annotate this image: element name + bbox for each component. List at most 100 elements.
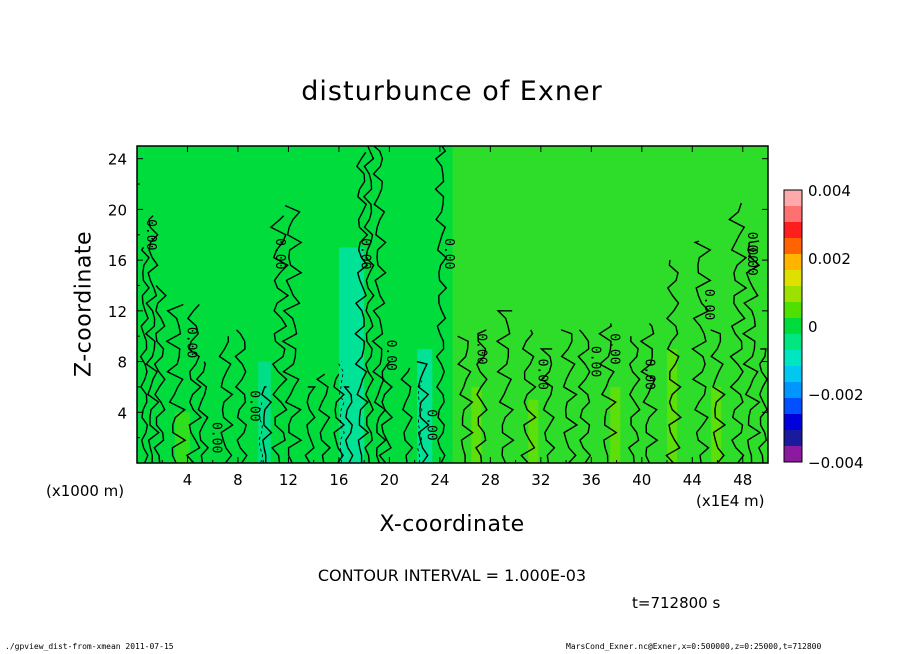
contour-line xyxy=(269,215,290,464)
x-axis-ticks: 4 8 12 16 20 24 28 32 36 40 44 48 xyxy=(161,146,752,489)
field-patch xyxy=(711,386,722,463)
colorbar-swatch xyxy=(784,190,802,207)
negative-contour-line xyxy=(417,380,423,464)
contour-label: 0.00 xyxy=(441,238,456,269)
y-tick-label: 4 xyxy=(117,404,127,422)
field-patch xyxy=(610,386,621,463)
contour-line xyxy=(281,204,303,464)
contour-line xyxy=(710,329,727,464)
colorbar-swatch xyxy=(784,350,802,367)
shaded-field xyxy=(137,146,768,463)
footer-right: MarsCond_Exner.nc@Exner,x=0:500000,z=0:2… xyxy=(566,642,822,651)
x-tick-label: 8 xyxy=(233,471,243,489)
contour-line xyxy=(144,215,160,464)
field-patch xyxy=(174,412,191,463)
contour-label: 0.00 xyxy=(247,390,262,421)
contour-line xyxy=(378,361,394,464)
contour-line xyxy=(362,145,375,464)
field-patch xyxy=(417,348,433,463)
field-patch xyxy=(528,399,539,463)
colorbar-swatch xyxy=(784,318,802,335)
colorbar-label: 0.002 xyxy=(808,250,851,268)
contour-line xyxy=(261,386,273,464)
colorbar-swatch xyxy=(784,238,802,255)
y-tick-label: 24 xyxy=(108,151,127,169)
contour-label: 0.00 xyxy=(358,238,373,269)
contour-line xyxy=(434,145,448,464)
contour-line xyxy=(354,151,370,463)
colorbar: 0.004 0.002 0 −0.002 −0.004 xyxy=(783,182,864,472)
x-tick-label: 4 xyxy=(183,471,193,489)
contour-label: 0.00 xyxy=(272,238,287,269)
colorbar-swatch xyxy=(784,270,802,287)
contour-line xyxy=(665,260,683,464)
y-tick-label: 20 xyxy=(108,201,127,219)
colorbar-swatch xyxy=(784,414,802,431)
x-tick-label: 28 xyxy=(481,471,500,489)
colorbar-swatch xyxy=(784,446,802,463)
contour-line xyxy=(757,348,768,464)
contour-line xyxy=(315,373,332,464)
contour-line xyxy=(639,323,659,464)
contour-line xyxy=(165,303,187,464)
contour-label: 0.00 xyxy=(474,333,489,364)
x-tick-label: 44 xyxy=(683,471,702,489)
x-axis-label: X-coordinate xyxy=(379,512,525,537)
contour-line xyxy=(416,360,430,464)
colorbar-swatch xyxy=(784,254,802,271)
contour-line xyxy=(495,310,515,464)
contour-label: 0.00 xyxy=(744,244,759,275)
contour-line xyxy=(520,329,537,464)
contour-line xyxy=(728,202,748,464)
contour-line xyxy=(343,386,354,464)
y-tick-label: 8 xyxy=(117,354,127,372)
contour-line xyxy=(598,323,618,464)
colorbar-label: 0.004 xyxy=(808,182,851,200)
contour-label: 0.00 xyxy=(183,327,198,358)
contour-line xyxy=(539,348,556,464)
x-tick-label: 24 xyxy=(430,471,449,489)
colorbar-swatch xyxy=(784,206,802,223)
time-label: t=712800 s xyxy=(632,594,721,612)
colorbar-label: −0.002 xyxy=(808,386,864,404)
contour-label: 0.00 xyxy=(587,346,602,377)
contour-label: 0.00 xyxy=(534,359,549,390)
x-factor-note: (x1E4 m) xyxy=(696,492,765,510)
contour-line xyxy=(741,240,762,464)
contour-line xyxy=(185,304,202,464)
contour-line xyxy=(234,329,248,464)
contour-interval-note: CONTOUR INTERVAL = 1.000E-03 xyxy=(317,566,587,585)
contour-label: 0.00 xyxy=(701,289,716,320)
contour-line xyxy=(457,335,474,463)
contour-label: 0.00 xyxy=(209,422,224,453)
contour-lines xyxy=(139,145,768,464)
contour-line xyxy=(577,329,592,464)
field-patch xyxy=(471,386,482,463)
contour-line xyxy=(139,247,150,464)
contour-line xyxy=(400,367,414,464)
contour-label: 0.00 xyxy=(383,340,398,371)
plot-frame xyxy=(136,145,769,464)
contour-line xyxy=(304,386,316,464)
contour-line xyxy=(218,336,234,464)
negative-contour-line xyxy=(338,361,345,463)
y-tick-label: 12 xyxy=(108,303,127,321)
chart-title: disturbunce of Exner xyxy=(301,76,603,107)
x-scale-note: (x1000 m) xyxy=(46,482,125,500)
footer-left: ./gpview_dist-from-xmean 2011-07-15 xyxy=(5,642,174,651)
colorbar-swatch xyxy=(784,382,802,399)
colorbar-frame xyxy=(783,189,803,463)
contour-line xyxy=(195,361,210,464)
colorbar-label: −0.004 xyxy=(808,454,864,472)
contour-line xyxy=(153,285,167,464)
x-tick-label: 36 xyxy=(582,471,601,489)
contour-line xyxy=(475,329,488,464)
x-tick-label: 12 xyxy=(279,471,298,489)
colorbar-swatch xyxy=(784,286,802,303)
contour-line xyxy=(691,240,712,464)
contour-label: 0.00 xyxy=(606,333,621,364)
colorbar-label: 0 xyxy=(808,318,818,336)
contour-line xyxy=(560,329,579,464)
colorbar-swatch xyxy=(784,334,802,351)
